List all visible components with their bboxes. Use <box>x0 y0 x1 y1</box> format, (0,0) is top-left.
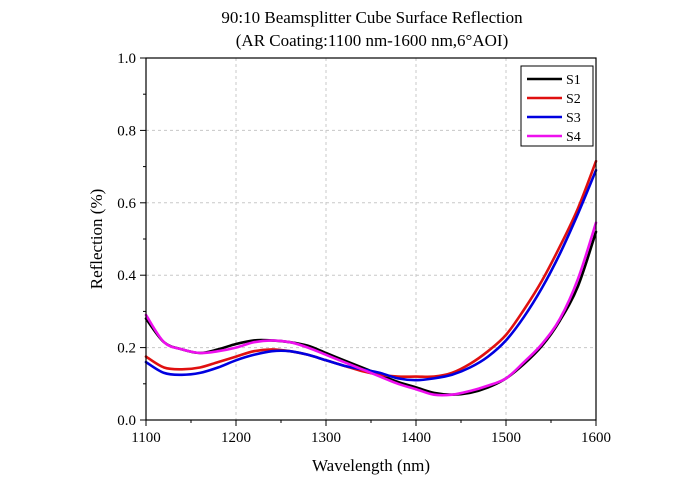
x-tick-label: 1100 <box>131 430 160 446</box>
axis-ticks: 1100 1200 1300 1400 1500 1600 0.0 0.2 0.4 0.6 0.8 1… <box>117 51 611 446</box>
x-tick-label: 1400 <box>401 430 431 446</box>
y-axis-label: Reflection (%) <box>87 189 106 290</box>
chart-subtitle: (AR Coating:1100 nm-1600 nm,6°AOI) <box>236 31 508 50</box>
y-tick-label: 0.2 <box>117 341 136 357</box>
y-tick-label: 0.0 <box>117 413 136 429</box>
chart-title: 90:10 Beamsplitter Cube Surface Reflecti… <box>221 8 523 27</box>
legend-label-s4: S4 <box>566 130 581 145</box>
x-tick-label: 1500 <box>491 430 521 446</box>
series-line-s3 <box>144 168 598 382</box>
y-tick-label: 0.8 <box>117 123 136 139</box>
x-tick-label: 1200 <box>221 430 251 446</box>
y-tick-label: 0.4 <box>117 268 136 284</box>
legend: S1 S2 S3 S4 <box>520 65 594 147</box>
legend-label-s2: S2 <box>566 92 581 107</box>
x-tick-label: 1600 <box>581 430 611 446</box>
legend-label-s3: S3 <box>566 111 581 126</box>
x-tick-label: 1300 <box>311 430 341 446</box>
series-line-s4 <box>144 221 598 397</box>
x-axis-label: Wavelength (nm) <box>312 456 430 475</box>
legend-label-s1: S1 <box>566 73 581 88</box>
series-lines <box>144 159 598 397</box>
y-tick-label: 1.0 <box>117 51 136 67</box>
y-tick-label: 0.6 <box>117 196 136 212</box>
series-line-s2 <box>144 159 598 379</box>
